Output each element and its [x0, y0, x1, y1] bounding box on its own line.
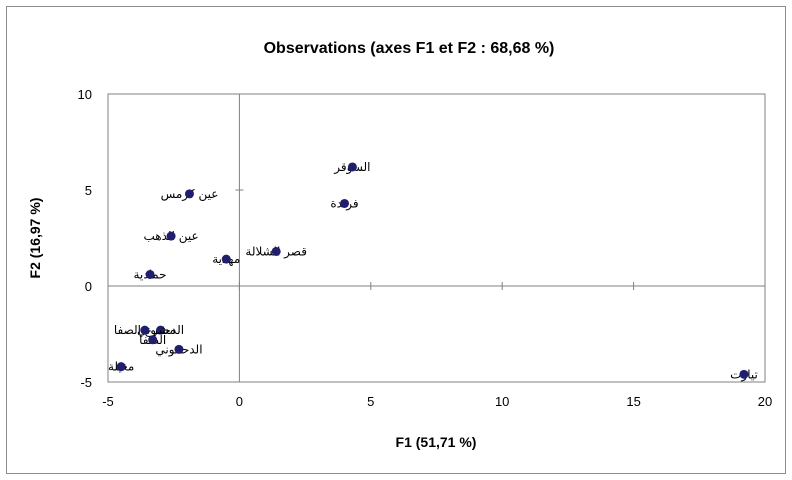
- y-tick-label: 0: [85, 279, 92, 294]
- chart-frame: [6, 6, 786, 474]
- data-point: [148, 335, 158, 345]
- y-axis-title: F2 (16,97 %): [27, 198, 43, 279]
- data-point: [271, 246, 281, 256]
- data-point: [174, 344, 184, 354]
- x-tick-label: 20: [758, 394, 772, 409]
- data-point: [116, 362, 126, 372]
- data-point: [140, 325, 150, 335]
- y-tick-label: 10: [78, 87, 92, 102]
- plot-area: [107, 93, 766, 383]
- x-tick-label: 15: [626, 394, 640, 409]
- data-point: [166, 231, 176, 241]
- x-axis-title: F1 (51,71 %): [396, 434, 477, 450]
- data-point: [184, 189, 194, 199]
- chart-title: Observations (axes F1 et F2 : 68,68 %): [264, 40, 555, 57]
- x-tick-label: 0: [236, 394, 243, 409]
- data-point: [739, 369, 749, 379]
- data-point: [156, 325, 166, 335]
- data-point: [340, 198, 350, 208]
- y-tick-label: 5: [85, 183, 92, 198]
- x-tick-label: 5: [367, 394, 374, 409]
- data-point: [347, 162, 357, 172]
- y-tick-label: -5: [80, 375, 92, 390]
- data-point: [145, 269, 155, 279]
- x-tick-label: -5: [102, 394, 114, 409]
- x-tick-label: 10: [495, 394, 509, 409]
- data-point: [221, 254, 231, 264]
